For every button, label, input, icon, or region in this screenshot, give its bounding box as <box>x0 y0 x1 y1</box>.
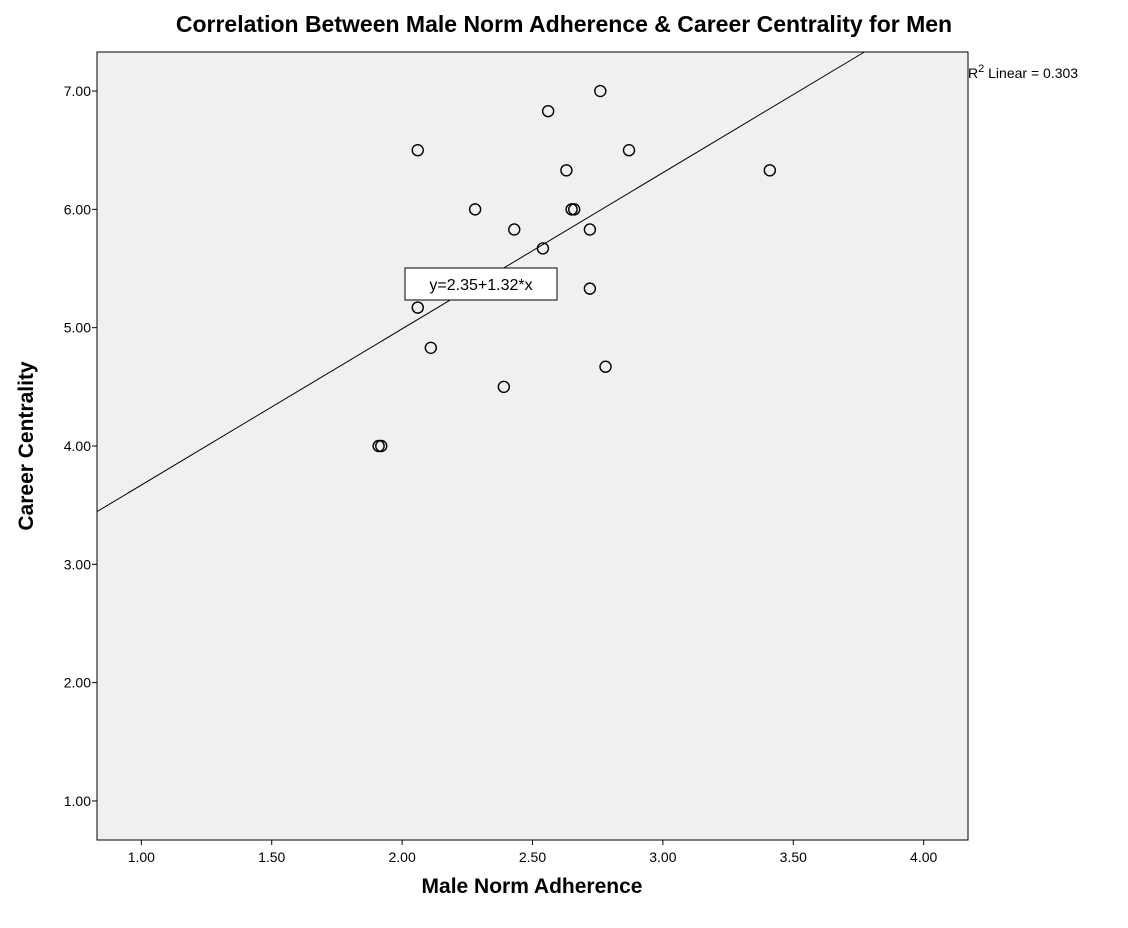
data-point <box>541 104 555 118</box>
y-tick-label: 7.00 <box>64 83 91 99</box>
equation-box-border <box>404 267 558 301</box>
x-axis-title: Male Norm Adherence <box>422 875 643 898</box>
data-point <box>594 84 607 98</box>
y-axis: 1.00 2.00 3.00 4.00 5.00 6.00 7.00 <box>64 83 97 809</box>
r2-superscript: 2 <box>978 63 984 75</box>
plot-area <box>96 51 969 841</box>
y-tick-label: 1.00 <box>64 793 91 809</box>
chart-title: Correlation Between Male Norm Adherence … <box>176 11 952 37</box>
x-tick-label: 1.00 <box>128 849 155 865</box>
r2-value: Linear = 0.303 <box>984 65 1078 81</box>
y-tick-label: 3.00 <box>64 556 91 572</box>
y-tick-label: 6.00 <box>64 201 91 217</box>
data-point <box>468 203 482 216</box>
data-point <box>411 301 424 314</box>
y-tick-label: 5.00 <box>64 320 91 336</box>
data-point <box>497 380 511 394</box>
r2-label: R2 Linear = 0.303 <box>968 63 1078 81</box>
data-point <box>583 223 597 236</box>
data-point <box>622 144 636 157</box>
data-point <box>411 144 424 157</box>
data-point <box>424 341 437 354</box>
data-point <box>375 439 388 453</box>
x-tick-label: 1.50 <box>258 849 285 865</box>
x-tick-label: 3.00 <box>649 849 676 865</box>
data-point <box>568 203 581 216</box>
y-axis-title: Career Centrality <box>15 361 38 531</box>
y-tick-label: 4.00 <box>64 438 91 454</box>
data-point <box>536 242 550 255</box>
x-tick-label: 3.50 <box>780 849 807 865</box>
data-points <box>372 84 777 453</box>
x-axis: 1.00 1.50 2.00 2.50 3.00 3.50 4.00 <box>128 840 938 865</box>
data-point <box>763 164 777 177</box>
x-tick-label: 2.00 <box>388 849 415 865</box>
x-tick-label: 2.50 <box>519 849 546 865</box>
data-point <box>560 164 573 177</box>
data-point <box>508 223 521 236</box>
y-tick-label: 2.00 <box>64 675 91 691</box>
equation-box: y=2.35+1.32*x <box>404 267 558 301</box>
x-tick-label: 4.00 <box>910 849 937 865</box>
data-point <box>599 360 612 373</box>
r2-prefix: R <box>968 65 978 81</box>
equation-label: y=2.35+1.32*x <box>429 277 532 294</box>
data-point <box>583 282 597 295</box>
